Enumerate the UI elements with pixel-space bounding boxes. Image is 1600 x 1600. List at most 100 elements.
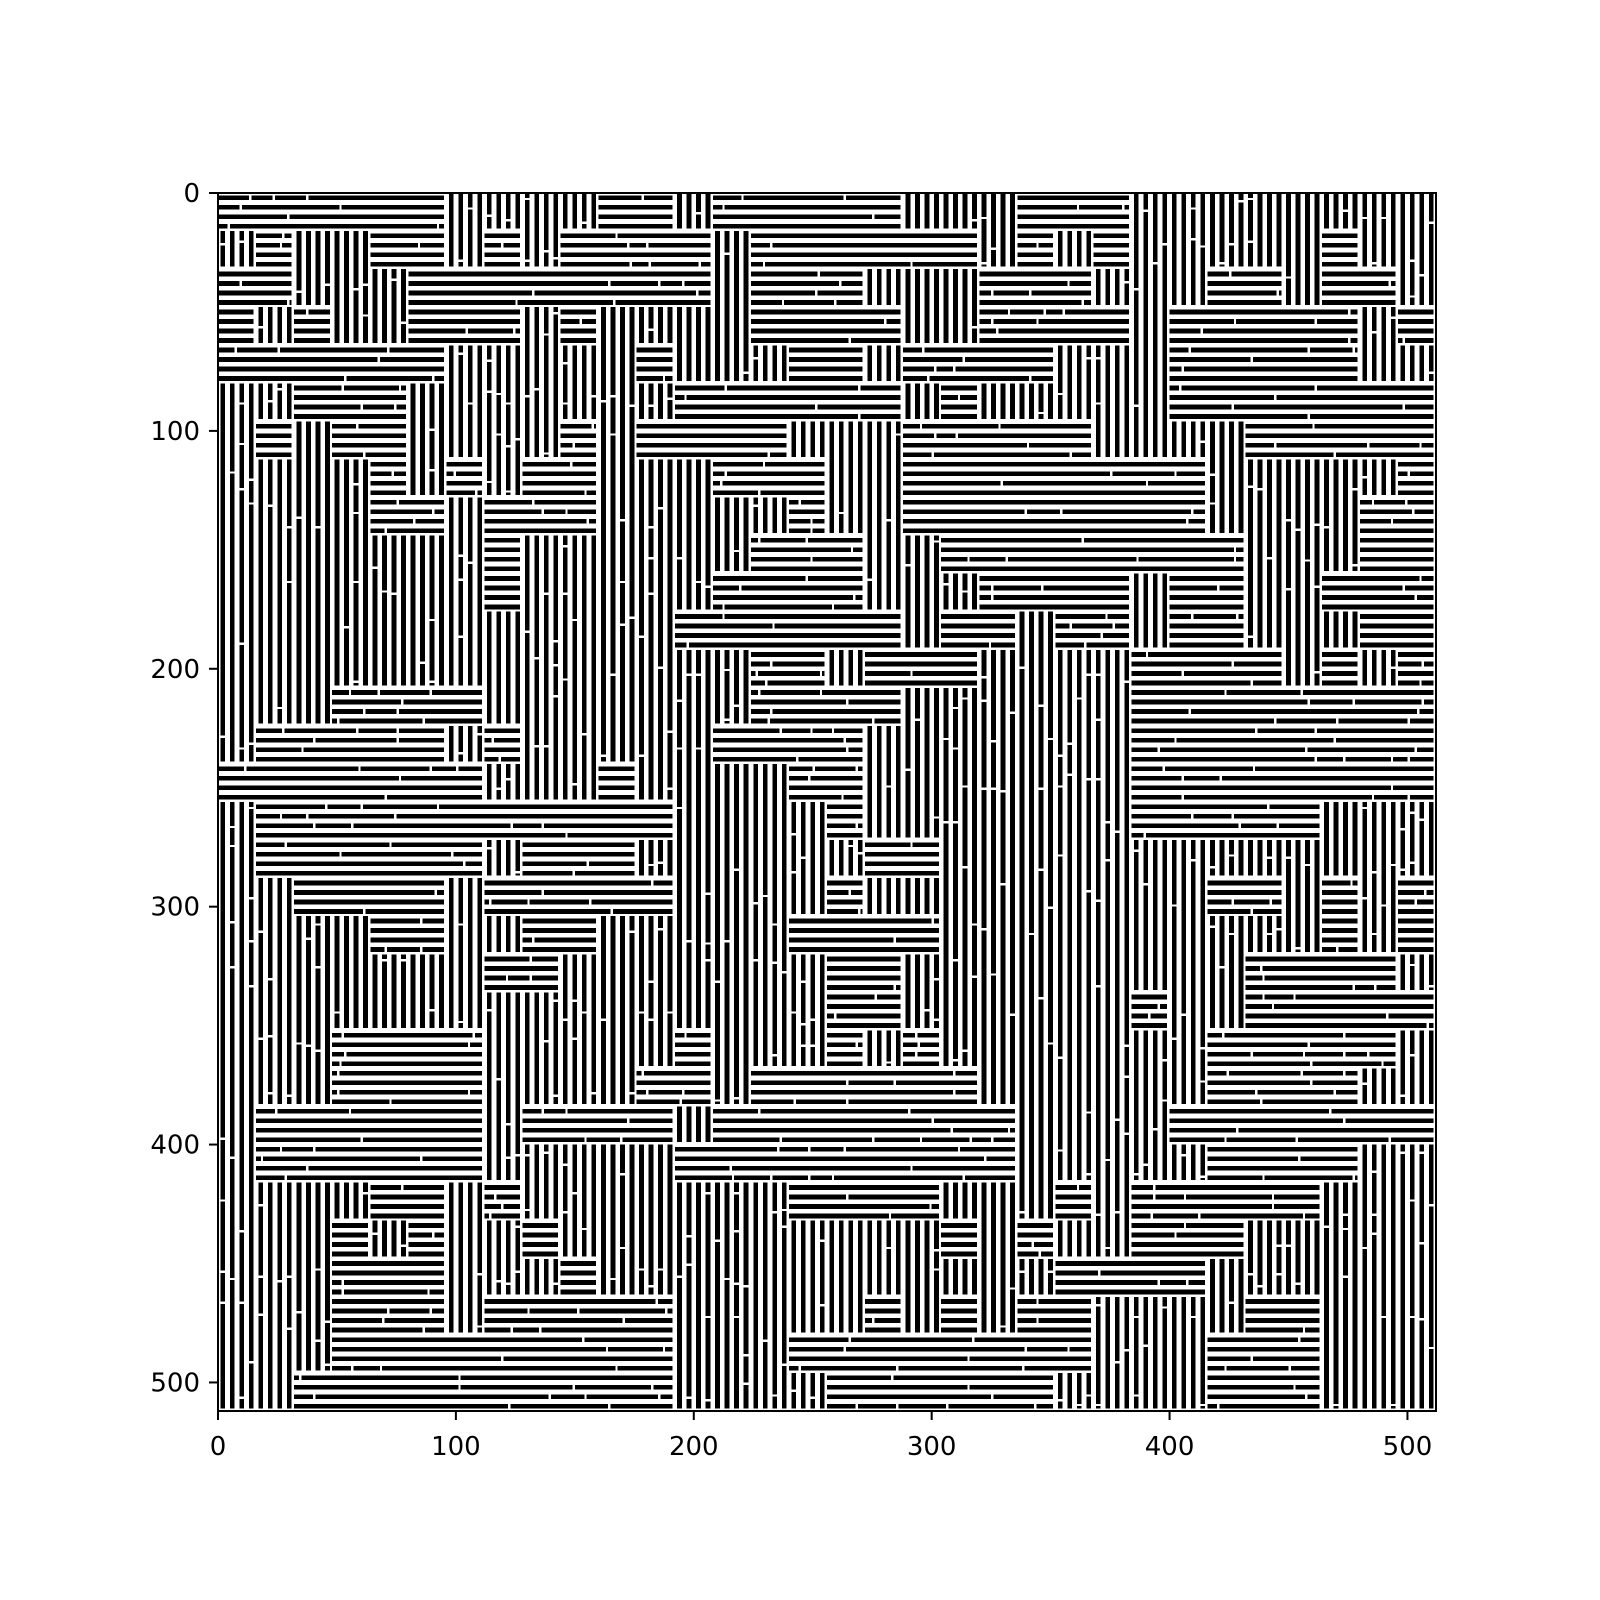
stripe-mark [534, 193, 540, 232]
stripe-mark [1017, 528, 1056, 534]
stripe-mark [1321, 385, 1360, 391]
stripe-mark [1419, 1320, 1425, 1335]
stripe-mark [1017, 328, 1056, 334]
stripe-mark [515, 421, 521, 439]
stripe-mark [372, 568, 378, 574]
stripe-mark [306, 1220, 311, 1259]
stripe-mark [484, 252, 521, 258]
stripe-mark [370, 357, 378, 362]
stripe-mark [1419, 269, 1425, 274]
stripe-mark [1017, 1299, 1037, 1304]
stripe-mark [372, 992, 378, 1028]
stripe-mark [315, 1334, 321, 1340]
stripe-mark [750, 1127, 789, 1133]
stripe-mark [972, 1258, 977, 1295]
stripe-mark [1283, 1156, 1299, 1162]
stripe-mark [1162, 345, 1168, 384]
stripe-mark [1321, 357, 1358, 362]
stripe-mark [1095, 802, 1101, 841]
stripe-mark [941, 1337, 973, 1343]
stripe-mark [1076, 802, 1082, 841]
stripe-mark [398, 728, 409, 734]
stripe-mark [608, 1346, 637, 1352]
stripe-mark [1264, 975, 1284, 981]
stripe-mark [363, 459, 368, 498]
stripe-mark [1257, 916, 1263, 952]
stripe-mark [941, 252, 977, 258]
stripe-mark [810, 421, 816, 458]
stripe-mark [1238, 992, 1244, 1028]
stripe-mark [332, 1289, 342, 1295]
stripe-mark [1359, 718, 1398, 724]
stripe-mark [1017, 338, 1056, 343]
stripe-mark [1207, 290, 1246, 296]
stripe-mark [1105, 954, 1111, 993]
stripe-mark [486, 421, 492, 460]
stripe-mark [1131, 1270, 1170, 1276]
stripe-mark [408, 1356, 447, 1362]
stripe-mark [1331, 1108, 1360, 1114]
stripe-mark [1019, 840, 1025, 879]
stripe-mark [1169, 1213, 1199, 1219]
stripe-mark [543, 1258, 549, 1295]
stripe-mark [567, 1108, 599, 1114]
stripe-mark [1067, 1220, 1073, 1257]
stripe-mark [658, 383, 663, 419]
stripe-mark [458, 1258, 464, 1297]
stripe-mark [1131, 766, 1163, 772]
stripe-mark [750, 442, 787, 448]
stripe-mark [712, 1108, 751, 1114]
stripe-mark [753, 1030, 759, 1067]
stripe-mark [1352, 490, 1358, 498]
stripe-mark [724, 1296, 730, 1335]
stripe-mark [560, 861, 587, 867]
stripe-mark [753, 916, 759, 955]
stripe-mark [1124, 1030, 1130, 1045]
stripe-mark [1352, 880, 1358, 886]
stripe-mark [1207, 347, 1246, 353]
stripe-mark [267, 573, 273, 612]
stripe-mark [1343, 1230, 1348, 1259]
stripe-mark [239, 992, 245, 1031]
stripe-mark [1362, 1144, 1368, 1183]
stripe-mark [1262, 1099, 1284, 1105]
stripe-mark [1400, 1068, 1406, 1095]
stripe-mark [370, 1299, 409, 1304]
stripe-mark [1093, 319, 1130, 324]
stripe-mark [993, 1394, 1018, 1400]
stripe-mark [981, 1220, 987, 1259]
stripe-mark [1421, 576, 1434, 581]
stripe-mark [1219, 1258, 1225, 1297]
stripe-mark [750, 728, 780, 734]
stripe-mark [827, 1042, 856, 1048]
stripe-mark [1169, 490, 1206, 496]
stripe-mark [1267, 459, 1272, 498]
stripe-mark [788, 709, 827, 714]
stripe-mark [410, 459, 416, 496]
stripe-mark [229, 223, 257, 229]
stripe-mark [781, 1227, 787, 1259]
stripe-mark [810, 878, 816, 914]
stripe-mark [446, 1127, 483, 1133]
stripe-mark [1245, 709, 1284, 714]
stripe-mark [344, 1289, 371, 1295]
stripe-mark [981, 649, 987, 676]
stripe-mark [467, 1182, 473, 1221]
stripe-mark [1183, 794, 1208, 800]
stripe-mark [648, 916, 654, 955]
stripe-mark [484, 290, 523, 296]
stripe-mark [515, 687, 521, 724]
stripe-mark [788, 1165, 827, 1171]
stripe-mark [353, 916, 359, 955]
stripe-mark [1229, 1296, 1234, 1302]
stripe-mark [788, 1108, 827, 1114]
stripe-mark [277, 954, 283, 993]
stripe-mark [677, 802, 682, 807]
stripe-mark [1038, 1182, 1044, 1219]
stripe-mark [943, 840, 949, 879]
stripe-mark [296, 954, 302, 993]
stripe-mark [1352, 840, 1358, 876]
stripe-mark [467, 1296, 473, 1333]
stripe-mark [534, 763, 540, 800]
stripe-mark [1390, 649, 1396, 667]
